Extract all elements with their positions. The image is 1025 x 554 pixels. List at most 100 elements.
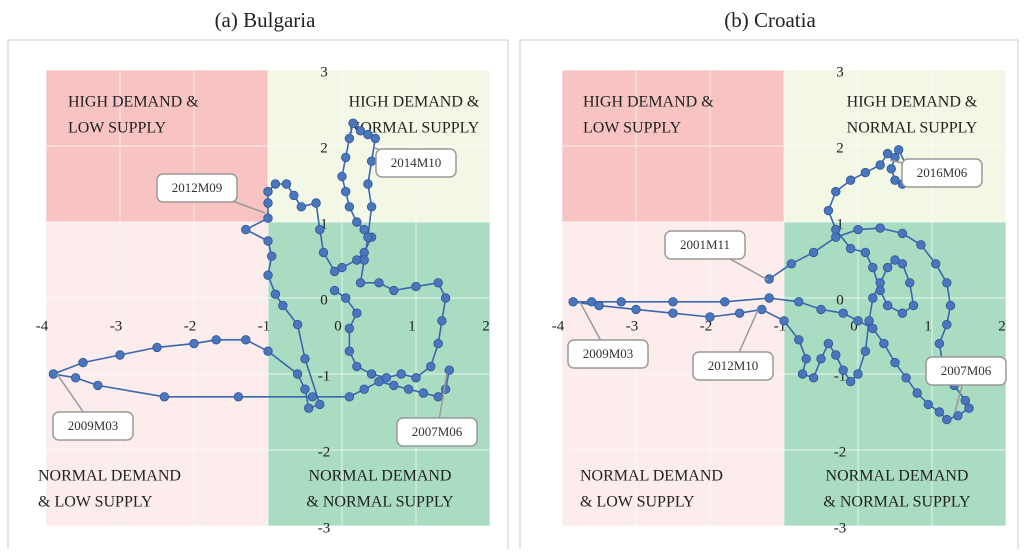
point [931, 259, 941, 269]
y-tick-label: 2 [320, 140, 328, 156]
point [48, 369, 59, 379]
point [263, 270, 273, 280]
point [344, 346, 355, 356]
point [152, 342, 162, 353]
callout-box [375, 148, 457, 178]
chart-title: (b) Croatia [724, 8, 816, 32]
point [905, 278, 915, 288]
point [211, 335, 221, 345]
point [289, 190, 299, 201]
point [389, 380, 399, 391]
region-label: NORMAL DEMAND [309, 468, 452, 485]
region-label: NORMAL DEMAND [826, 468, 969, 485]
point [875, 285, 885, 296]
point [912, 388, 922, 398]
point [734, 308, 745, 318]
callout-text: 2012M09 [172, 180, 223, 195]
point [823, 205, 834, 216]
point [318, 247, 329, 258]
point [831, 224, 841, 235]
x-tick-label: -2 [700, 318, 713, 334]
point [757, 304, 767, 315]
callout-text: 2007M06 [412, 424, 463, 439]
point [366, 202, 377, 212]
point [853, 369, 863, 379]
point [886, 164, 897, 174]
point [444, 365, 455, 375]
point [263, 213, 273, 223]
callout-box [396, 417, 478, 447]
point [359, 255, 369, 265]
point [270, 179, 281, 189]
callout-box [567, 339, 649, 369]
point [890, 357, 900, 368]
callout-text: 2016M06 [917, 165, 968, 180]
region-label: & NORMAL SUPPLY [823, 494, 971, 511]
point [307, 392, 318, 402]
point [374, 376, 384, 387]
point [668, 297, 678, 307]
point [115, 350, 125, 360]
point [860, 167, 871, 178]
point [897, 228, 908, 239]
point [823, 338, 834, 349]
point [433, 338, 443, 349]
point [960, 395, 971, 406]
point [616, 297, 626, 307]
point [440, 293, 451, 303]
region-label: HIGH DEMAND & [68, 94, 199, 111]
x-tick-label: 2 [482, 318, 490, 334]
point [241, 335, 251, 345]
region-label: & NORMAL SUPPLY [306, 494, 454, 511]
point [381, 373, 392, 383]
callout-text: 2009M03 [583, 346, 634, 361]
y-tick-label: 2 [836, 140, 844, 156]
point [860, 247, 871, 258]
point [344, 392, 355, 402]
callout-box [52, 411, 134, 441]
x-tick-label: 0 [850, 318, 858, 334]
point [668, 308, 678, 318]
region-label: NORMAL SUPPLY [349, 120, 480, 137]
point [890, 255, 900, 265]
y-tick-label: -3 [834, 520, 847, 536]
point [363, 129, 373, 140]
point [923, 399, 934, 410]
point [437, 316, 447, 326]
region-label: NORMAL DEMAND [38, 468, 181, 485]
point [440, 384, 451, 394]
point [831, 186, 841, 197]
callout-text: 2009M03 [68, 418, 119, 433]
y-tick-label: 1 [836, 216, 844, 232]
point [786, 259, 797, 269]
point [797, 369, 808, 379]
point [352, 217, 362, 227]
point [916, 240, 926, 250]
y-tick-label: -2 [834, 444, 847, 460]
point [864, 316, 874, 326]
point [890, 175, 900, 185]
point [341, 293, 351, 303]
point [315, 399, 325, 410]
point [568, 297, 578, 307]
x-tick-label: 1 [408, 318, 416, 334]
point [363, 179, 373, 189]
point [897, 259, 908, 269]
callout-box [692, 351, 774, 381]
point [337, 262, 347, 273]
point [831, 350, 841, 360]
point [311, 198, 321, 208]
point [329, 266, 340, 277]
point [808, 247, 819, 258]
point [344, 323, 355, 334]
point [329, 285, 340, 296]
point [292, 319, 303, 330]
point [945, 300, 956, 311]
y-tick-label: 1 [320, 216, 328, 232]
point [868, 293, 878, 303]
x-tick-label: 2 [998, 318, 1006, 334]
point [363, 232, 373, 242]
point [868, 323, 878, 334]
x-tick-label: -3 [110, 318, 123, 334]
